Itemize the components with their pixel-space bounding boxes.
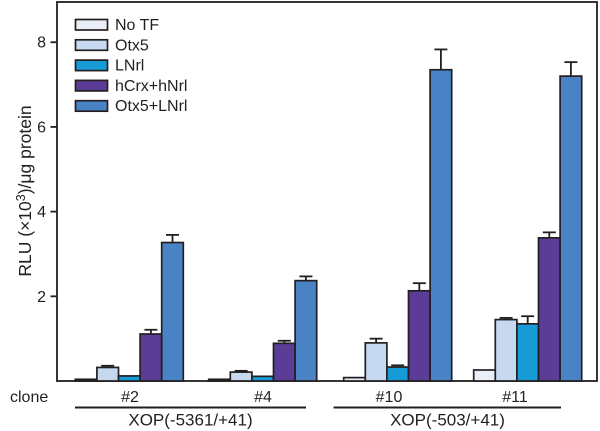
clone-label-2: #2: [121, 389, 139, 406]
legend-swatch-lnrl: [74, 59, 109, 72]
bar-otx5-clone-11: [494, 318, 518, 382]
bar-otx5-lnrl-clone-2: [160, 241, 185, 382]
bar-lnrl-clone-2: [117, 375, 141, 382]
bar-otx5-clone-10: [364, 342, 388, 382]
bar-hcrx-hnrl-clone-2: [139, 333, 163, 382]
legend-swatch-no-tf: [74, 18, 109, 31]
bar-otx5-lnrl-clone-11: [559, 75, 583, 382]
legend-label-no-tf: No TF: [115, 17, 159, 34]
y-axis-tick-label: 6: [37, 119, 46, 136]
legend-label-otx5-lnrl: Otx5+LNrl: [115, 98, 187, 115]
legend-label-lnrl: LNrl: [115, 58, 144, 75]
bar-otx5-lnrl-clone-10: [429, 68, 453, 382]
legend-label-hcrx-hnrl: hCrx+hNrl: [115, 78, 187, 95]
y-axis-tick-label: 4: [37, 204, 46, 221]
legend-label-otx5: Otx5: [115, 37, 149, 54]
clone-label-11: #11: [502, 389, 528, 406]
bar-no-tf-clone-11: [472, 369, 497, 382]
bar-otx5-lnrl-clone-4: [294, 279, 318, 382]
legend-swatch-otx5: [74, 38, 109, 52]
clone-label-10: #10: [376, 389, 403, 406]
bar-lnrl-clone-11: [516, 322, 540, 382]
bar-lnrl-clone-10: [386, 366, 410, 382]
promoter-group-label-1: XOP(-5361/+41): [128, 411, 252, 430]
bar-hcrx-hnrl-clone-10: [407, 289, 431, 382]
bar-otx5-clone-4: [229, 371, 253, 382]
legend-swatch-otx5-lnrl: [74, 99, 109, 113]
bar-lnrl-clone-4: [251, 375, 275, 382]
promoter-group-label-2: XOP(-503/+41): [390, 411, 505, 430]
clone-label-4: #4: [254, 389, 272, 406]
y-axis-tick-label: 8: [37, 35, 46, 52]
bar-no-tf-clone-4: [207, 378, 232, 382]
legend-swatch-hcrx-hnrl: [74, 79, 109, 92]
bar-no-tf-clone-2: [74, 378, 98, 382]
bar-hcrx-hnrl-clone-11: [537, 237, 561, 382]
bar-hcrx-hnrl-clone-4: [272, 342, 296, 382]
y-axis-tick-label: 2: [37, 289, 46, 306]
clone-row-label: clone: [10, 389, 48, 406]
bar-otx5-clone-2: [96, 366, 120, 382]
bar-no-tf-clone-10: [342, 376, 367, 382]
y-axis-title: RLU (×103)/μg protein: [14, 105, 35, 276]
